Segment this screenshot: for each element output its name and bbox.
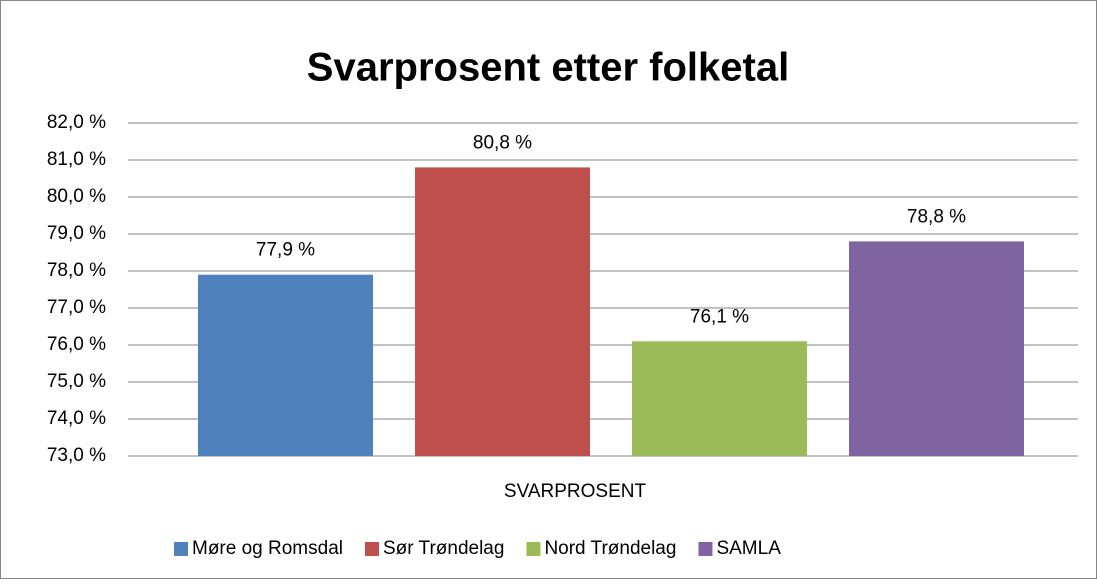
chart-title: Svarprosent etter folketal [307, 46, 789, 90]
legend-label: SAMLA [716, 538, 781, 559]
bar [198, 274, 373, 456]
y-tick-label: 76,0 % [47, 334, 106, 355]
y-tick-label: 79,0 % [47, 223, 106, 244]
y-tick-label: 81,0 % [47, 149, 106, 170]
y-tick-label: 80,0 % [47, 186, 106, 207]
y-tick-label: 74,0 % [47, 408, 106, 429]
legend-swatch [365, 542, 379, 556]
y-tick-label: 82,0 % [47, 112, 106, 133]
data-label: 77,9 % [256, 240, 315, 261]
legend-swatch [698, 542, 713, 556]
data-label: 76,1 % [690, 306, 749, 327]
legend-swatch [526, 542, 541, 556]
y-tick-label: 73,0 % [47, 445, 106, 466]
legend-label: Møre og Romsdal [192, 538, 343, 559]
legend-label: Nord Trøndelag [544, 538, 676, 559]
data-label: 78,8 % [907, 206, 966, 227]
y-tick-label: 77,0 % [47, 297, 106, 318]
y-tick-label: 75,0 % [47, 371, 106, 392]
y-tick-label: 78,0 % [47, 260, 106, 281]
x-tick-label: SVARPROSENT [504, 481, 647, 502]
data-label: 80,8 % [473, 132, 532, 153]
bar [849, 241, 1024, 456]
bar [415, 167, 590, 456]
legend-label: Sør Trøndelag [383, 538, 504, 559]
legend-swatch [174, 542, 188, 556]
bar [632, 341, 807, 456]
